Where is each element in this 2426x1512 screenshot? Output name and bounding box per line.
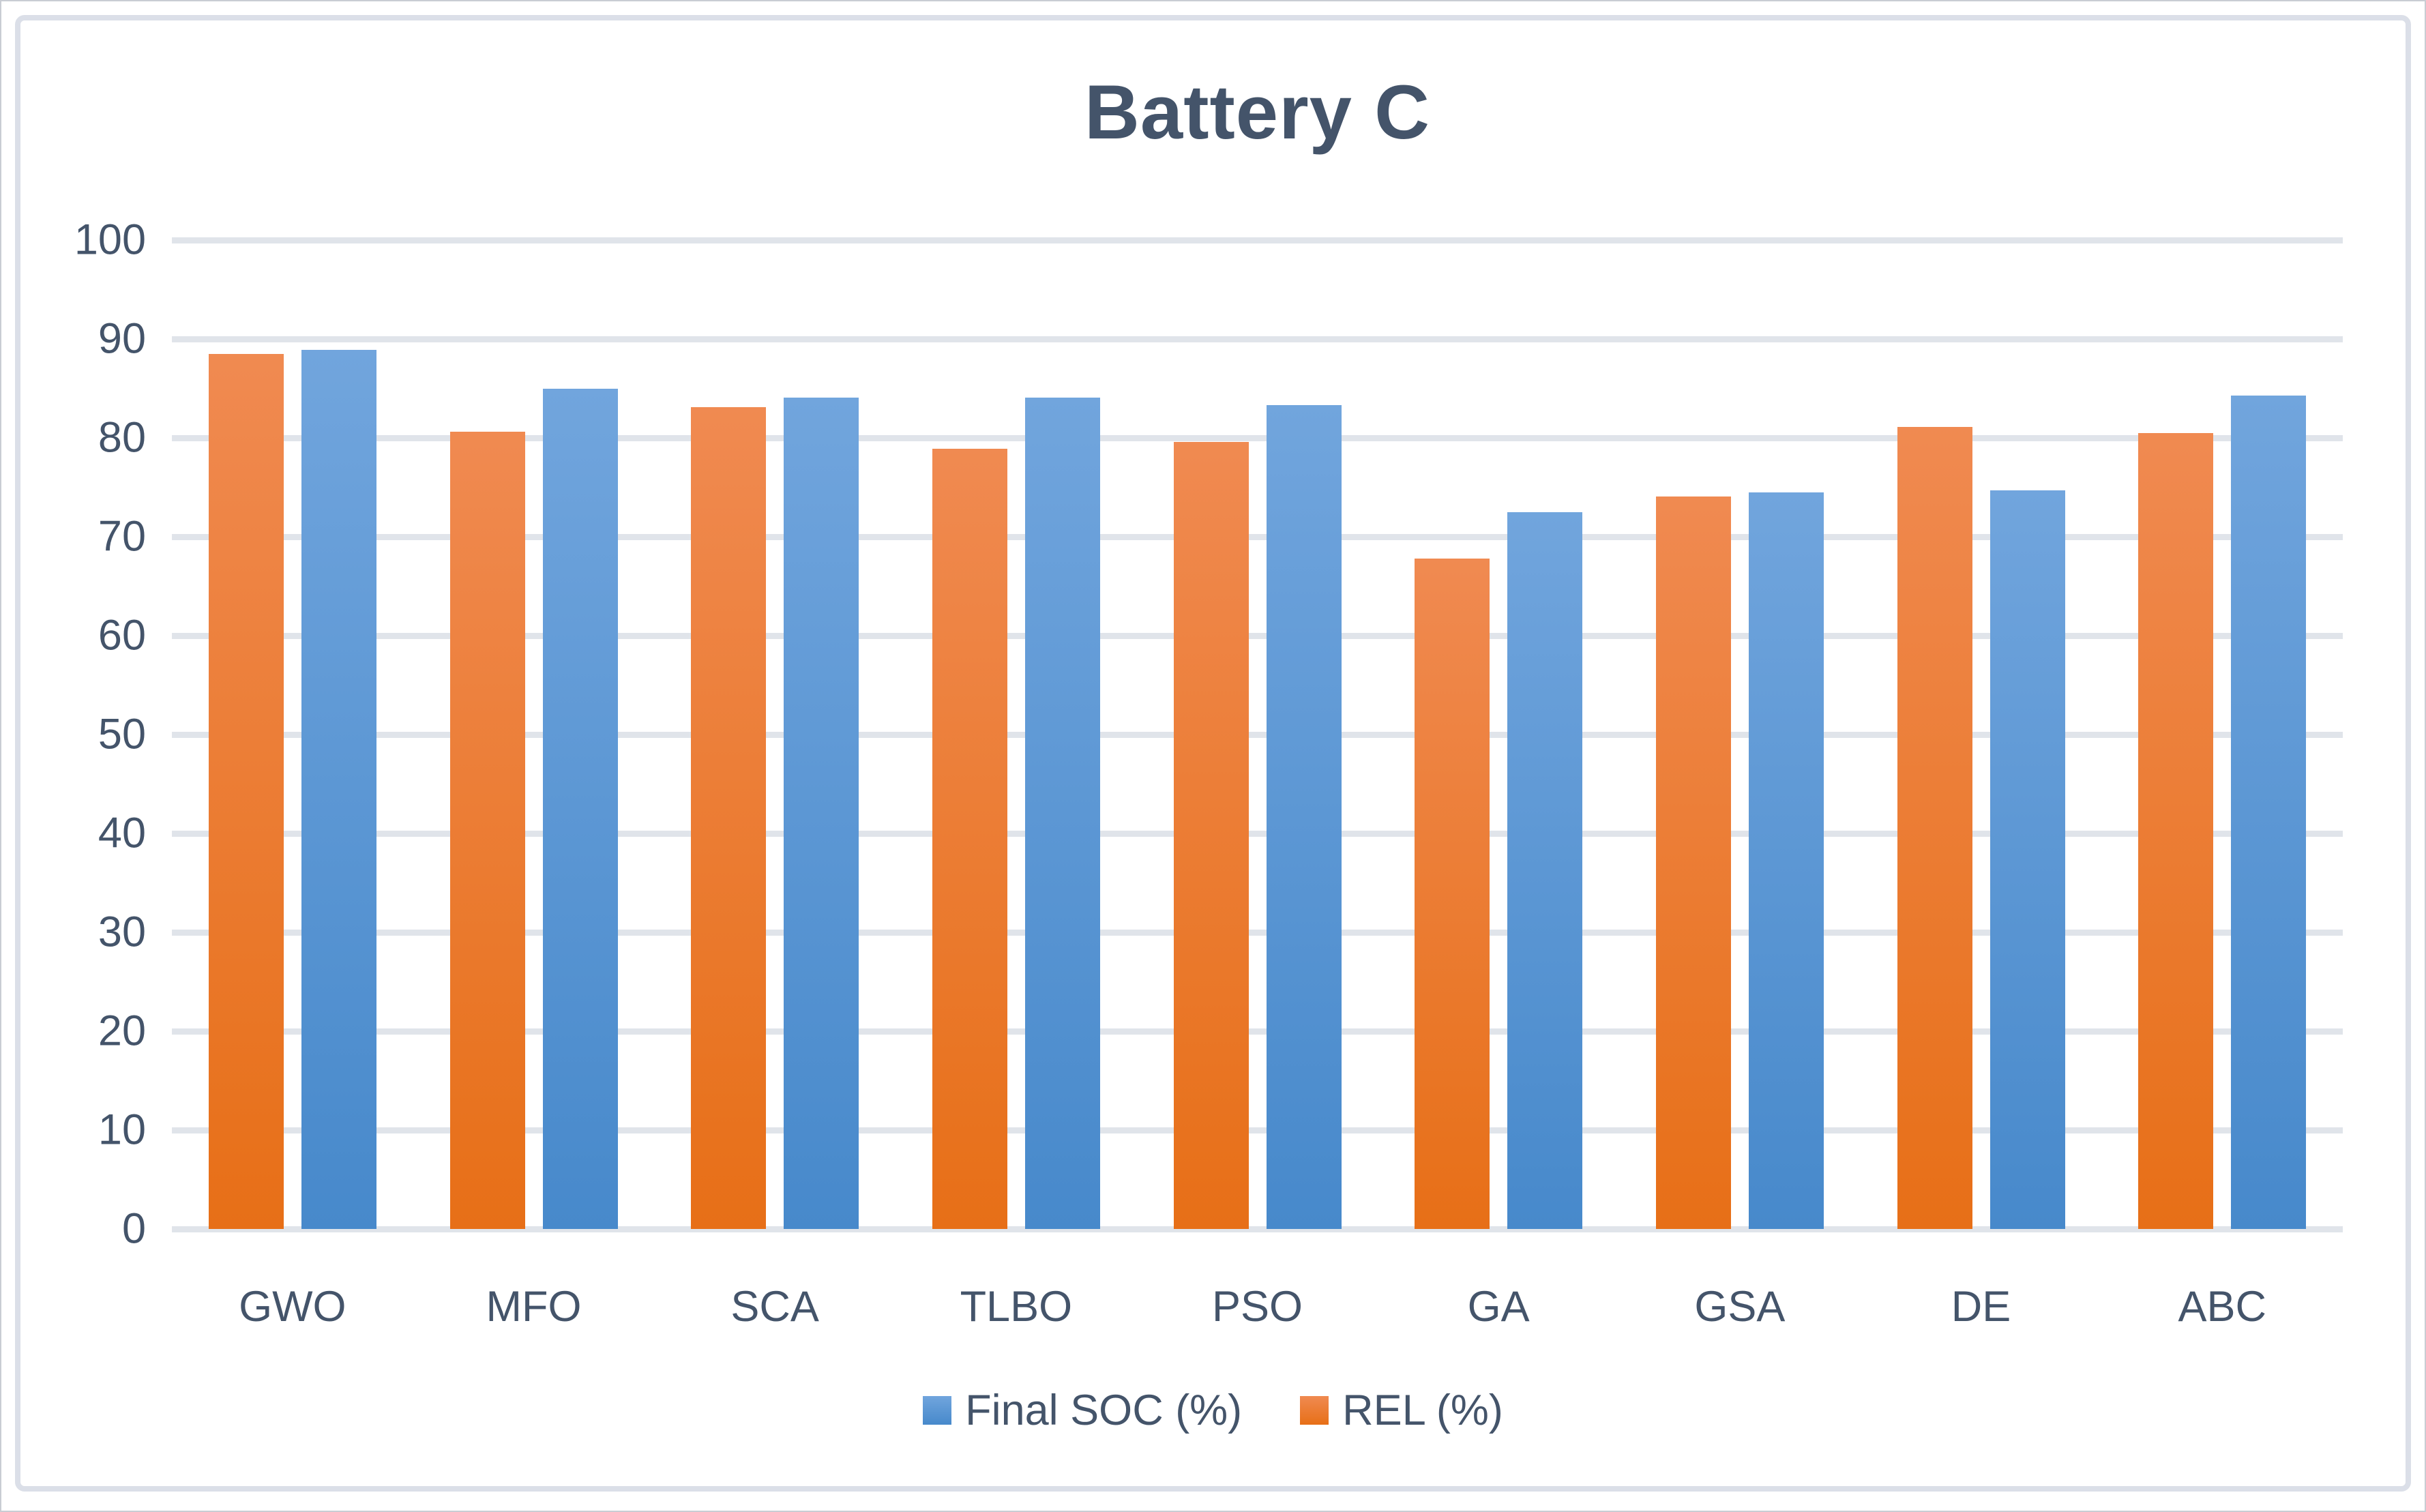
bar-groups (172, 240, 2343, 1229)
y-tick-label-90: 90 (98, 314, 146, 363)
bar-group-ga (1378, 240, 1619, 1229)
gridline-10 (172, 1127, 2343, 1133)
bar-group-sca (654, 240, 896, 1229)
y-tick-label-50: 50 (98, 710, 146, 758)
x-tick-label-gwo: GWO (239, 1283, 346, 1331)
gridline-40 (172, 830, 2343, 837)
x-axis-labels: GWO MFO SCA TLBO PSO GA GSA DE ABC (172, 1282, 2343, 1331)
legend-swatch-rel (1300, 1396, 1329, 1425)
x-tick-label-abc: ABC (2178, 1283, 2266, 1331)
x-tick-label-ga: GA (1467, 1283, 1530, 1331)
bar-group-gsa (1619, 240, 1861, 1229)
bar-group-pso (1137, 240, 1378, 1229)
bar-rel-ga (1415, 558, 1490, 1229)
chart-title: Battery C (1084, 70, 1430, 155)
y-tick-label-80: 80 (98, 413, 146, 462)
plot-area (172, 237, 2343, 1232)
y-tick-label-60: 60 (98, 611, 146, 659)
bar-soc-gsa (1748, 492, 1824, 1229)
bar-soc-sca (784, 397, 859, 1229)
y-tick-label-20: 20 (98, 1007, 146, 1055)
x-tick-label-mfo: MFO (486, 1283, 582, 1331)
gridline-80 (172, 434, 2343, 441)
x-tick-label-de: DE (1951, 1283, 2011, 1331)
bar-group-abc (2101, 240, 2343, 1229)
gridline-30 (172, 929, 2343, 936)
y-tick-label-40: 40 (98, 809, 146, 857)
y-tick-label-10: 10 (98, 1106, 146, 1154)
y-axis-labels: 0 10 20 30 40 50 60 70 80 90 100 (29, 218, 146, 1250)
bar-group-de (1861, 240, 2102, 1229)
bar-rel-pso (1173, 441, 1249, 1229)
x-tick-label-sca: SCA (730, 1283, 819, 1331)
legend-swatch-soc (923, 1396, 952, 1425)
bar-rel-gwo (208, 353, 284, 1229)
bar-soc-de (1989, 490, 2065, 1229)
gridlines (172, 237, 2343, 1232)
bar-group-tlbo (896, 240, 1137, 1229)
y-tick-label-70: 70 (98, 512, 146, 561)
y-tick-label-30: 30 (98, 908, 146, 956)
bar-soc-tlbo (1024, 397, 1100, 1229)
legend-item-rel: REL (%) (1300, 1386, 1503, 1435)
x-tick-label-pso: PSO (1212, 1283, 1303, 1331)
bar-soc-abc (2231, 395, 2307, 1229)
bar-group-mfo (413, 240, 655, 1229)
legend-item-soc: Final SOC (%) (923, 1386, 1242, 1435)
bar-soc-mfo (542, 388, 618, 1229)
bar-rel-de (1897, 427, 1972, 1229)
gridline-100 (172, 237, 2343, 243)
gridline-0 (172, 1226, 2343, 1232)
bar-soc-gwo (301, 349, 376, 1229)
x-tick-label-gsa: GSA (1694, 1283, 1786, 1331)
bar-soc-pso (1266, 405, 1342, 1229)
bar-soc-ga (1507, 512, 1583, 1229)
gridline-50 (172, 731, 2343, 738)
legend-label-rel: REL (%) (1342, 1387, 1503, 1434)
gridline-60 (172, 632, 2343, 639)
x-tick-label-tlbo: TLBO (960, 1283, 1073, 1331)
legend-label-soc: Final SOC (%) (965, 1387, 1243, 1434)
bar-rel-gsa (1655, 496, 1731, 1229)
legend: Final SOC (%) REL (%) (1, 1386, 2425, 1435)
bar-group-gwo (172, 240, 413, 1229)
y-tick-label-0: 0 (121, 1204, 146, 1253)
bar-rel-mfo (449, 432, 525, 1229)
y-tick-label-100: 100 (74, 216, 146, 264)
bar-rel-sca (691, 407, 767, 1229)
gridline-90 (172, 336, 2343, 342)
bar-rel-tlbo (932, 448, 1007, 1229)
gridline-20 (172, 1028, 2343, 1035)
gridline-70 (172, 533, 2343, 540)
bar-rel-abc (2138, 432, 2214, 1229)
